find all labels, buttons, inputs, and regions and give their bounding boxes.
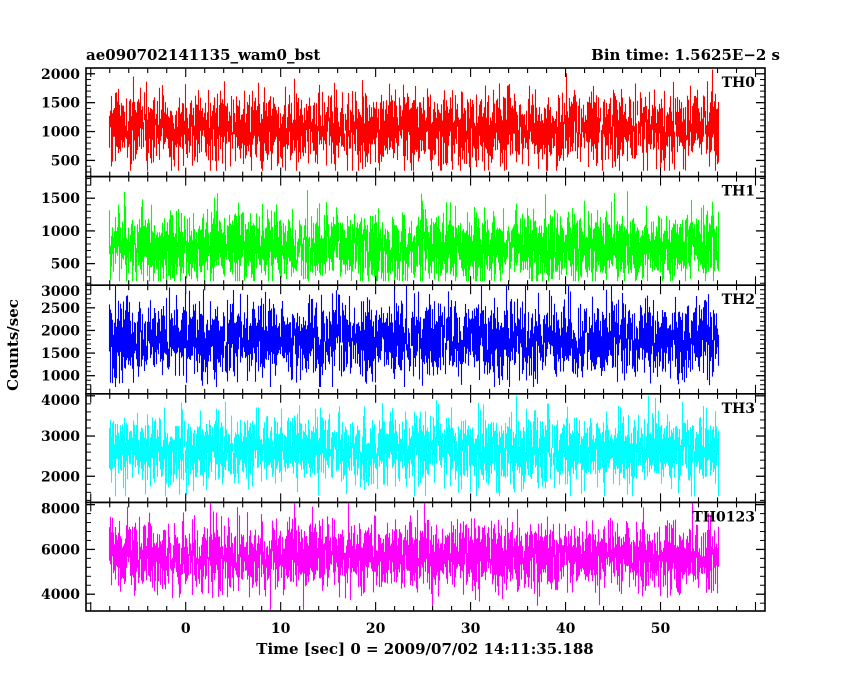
x-tick-label: 20 — [366, 621, 386, 637]
series-trace-th2 — [108, 285, 720, 387]
y-tick-label: 2000 — [41, 469, 80, 485]
panel-th0123: 4000 6000 8000 TH0123 — [41, 501, 766, 612]
y-tick-label: 1500 — [41, 191, 80, 207]
series-trace-th3 — [108, 395, 720, 497]
y-tick-label: 2500 — [41, 301, 80, 317]
panel-th0: 500 1000 1500 2000 TH0 — [41, 67, 766, 178]
x-tick-label: 10 — [271, 621, 291, 637]
y-tick-label: 1000 — [41, 369, 80, 385]
y-tick-label: 2000 — [41, 323, 80, 339]
y-tick-label: 4000 — [41, 587, 80, 603]
series-trace-th0123 — [108, 502, 720, 610]
panel-label-th0123: TH0123 — [692, 509, 755, 525]
y-tick-label: 500 — [51, 153, 80, 169]
panel-label-th3: TH3 — [722, 401, 755, 417]
bin-time-title: Bin time: 1.5625E−2 s — [591, 46, 780, 64]
series-trace-th0 — [108, 69, 720, 171]
y-tick-label: 1000 — [41, 224, 80, 240]
y-tick-label: 8000 — [41, 501, 80, 517]
y-tick-label: 3000 — [41, 429, 80, 445]
panel-th3: 2000 3000 4000 TH3 — [41, 393, 766, 504]
y-tick-label: 4000 — [41, 393, 80, 409]
panel-frame — [85, 501, 766, 612]
x-tick-label: 30 — [461, 621, 481, 637]
y-tick-label: 2000 — [41, 67, 80, 83]
y-tick-label: 1500 — [41, 346, 80, 362]
x-tick-label: 40 — [556, 621, 576, 637]
observation-id-title: ae090702141135_wam0_bst — [86, 46, 320, 64]
panel-th1: 500 1000 1500 TH1 — [41, 175, 766, 287]
y-axis-title: Counts/sec — [4, 299, 22, 391]
y-tick-label: 500 — [51, 257, 80, 273]
x-axis-title: Time [sec] 0 = 2009/07/02 14:11:35.188 — [256, 640, 593, 658]
series-trace-th1 — [108, 190, 720, 282]
y-tick-label: 1500 — [41, 96, 80, 112]
panel-label-th2: TH2 — [722, 292, 755, 308]
y-tick-label: 1000 — [41, 125, 80, 141]
x-tick-label: 50 — [651, 621, 671, 637]
x-tick-label: 0 — [181, 621, 191, 637]
y-tick-label: 6000 — [41, 542, 80, 558]
panel-label-th0: TH0 — [722, 75, 756, 91]
y-tick-label: 3000 — [41, 284, 80, 300]
panel-label-th1: TH1 — [722, 184, 755, 200]
